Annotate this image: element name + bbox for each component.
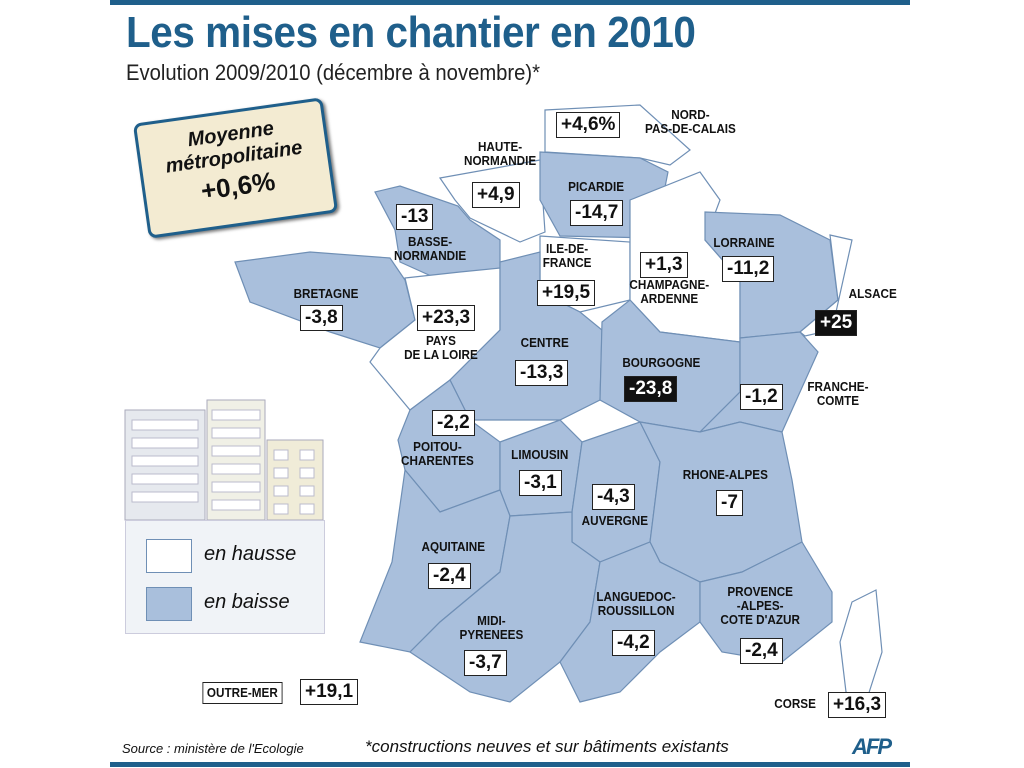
legend-label-up: en hausse xyxy=(204,543,297,565)
region-name-basse-normandie: BASSE- NORMANDIE xyxy=(394,234,467,263)
region-name-pays-de-la-loire: PAYS DE LA LOIRE xyxy=(404,333,478,362)
region-value-limousin: -3,1 xyxy=(519,470,562,496)
window-shape xyxy=(273,449,289,461)
window-shape xyxy=(211,499,261,511)
window-shape xyxy=(273,503,289,515)
window-shape xyxy=(131,455,199,467)
window-shape xyxy=(299,485,315,497)
window-shape xyxy=(273,467,289,479)
region-value-midi-pyrenees: -3,7 xyxy=(464,650,507,676)
region-value-poitou-charentes: -2,2 xyxy=(432,410,475,436)
window-shape xyxy=(299,449,315,461)
region-value-corse: +16,3 xyxy=(828,692,887,718)
region-name-picardie: PICARDIE xyxy=(568,179,625,194)
region-value-lorraine: -11,2 xyxy=(722,256,775,282)
region-value-nord-pas-de-calais: +4,6% xyxy=(556,112,621,138)
region-name-midi-pyrenees: MIDI- PYRENEES xyxy=(459,613,524,642)
region-name-provence-alpes-cote-d-azur: PROVENCE -ALPES- COTE D'AZUR xyxy=(720,584,800,627)
region-alsace xyxy=(799,234,853,337)
legend-swatch-down xyxy=(146,587,192,621)
window-shape xyxy=(299,503,315,515)
region-value-outre-mer: +19,1 xyxy=(300,679,359,705)
region-value-alsace: +25 xyxy=(815,310,858,336)
source: Source : ministère de l'Ecologie xyxy=(122,741,304,756)
region-name-rhone-alpes: RHONE-ALPES xyxy=(682,467,768,482)
window-shape xyxy=(299,467,315,479)
window-shape xyxy=(131,437,199,449)
region-value-franche-comte: -1,2 xyxy=(740,384,783,410)
region-value-centre: -13,3 xyxy=(515,360,569,386)
footnote: *constructions neuves et sur bâtiments e… xyxy=(365,737,729,756)
region-name-limousin: LIMOUSIN xyxy=(511,447,569,462)
top-rule xyxy=(110,0,910,5)
region-name-outre-mer: OUTRE-MER xyxy=(202,682,283,704)
bottom-rule xyxy=(110,762,910,767)
window-shape xyxy=(211,409,261,421)
region-name-corse: CORSE xyxy=(774,696,816,711)
region-value-ile-de-france: +19,5 xyxy=(537,280,596,306)
region-corse xyxy=(839,589,883,703)
region-name-centre: CENTRE xyxy=(520,335,569,350)
region-value-provence-alpes-cote-d-azur: -2,4 xyxy=(740,638,783,664)
region-name-haute-normandie: HAUTE- NORMANDIE xyxy=(464,139,537,168)
region-name-alsace: ALSACE xyxy=(848,286,897,301)
window-shape xyxy=(211,445,261,457)
region-provence-alpes-cote-d-azur xyxy=(699,541,833,663)
region-value-basse-normandie: -13 xyxy=(396,204,434,230)
afp-logo: AFP xyxy=(852,734,892,759)
region-name-auvergne: AUVERGNE xyxy=(581,513,649,528)
region-value-haute-normandie: +4,9 xyxy=(472,182,520,208)
region-name-franche-comte: FRANCHE- COMTE xyxy=(807,379,869,408)
region-value-pays-de-la-loire: +23,3 xyxy=(417,305,476,331)
region-name-aquitaine: AQUITAINE xyxy=(421,539,486,554)
legend-swatch-up xyxy=(146,539,192,573)
window-shape xyxy=(273,485,289,497)
region-name-bourgogne: BOURGOGNE xyxy=(622,355,701,370)
region-value-aquitaine: -2,4 xyxy=(428,563,471,589)
region-value-bourgogne: -23,8 xyxy=(624,376,678,402)
window-shape xyxy=(211,463,261,475)
window-shape xyxy=(131,473,199,485)
region-value-bretagne: -3,8 xyxy=(300,305,343,331)
region-name-languedoc-roussillon: LANGUEDOC- ROUSSILLON xyxy=(596,589,676,618)
region-name-bretagne: BRETAGNE xyxy=(293,286,359,301)
region-value-picardie: -14,7 xyxy=(570,200,624,226)
region-value-champagne-ardenne: +1,3 xyxy=(640,252,688,278)
region-value-languedoc-roussillon: -4,2 xyxy=(612,630,655,656)
region-limousin xyxy=(499,419,583,517)
window-shape xyxy=(211,481,261,493)
legend: en hausse en baisse xyxy=(125,520,325,634)
region-name-champagne-ardenne: CHAMPAGNE- ARDENNE xyxy=(629,277,710,306)
region-value-rhone-alpes: -7 xyxy=(716,490,743,516)
region-name-lorraine: LORRAINE xyxy=(713,235,775,250)
subtitle: Evolution 2009/2010 (décembre à novembre… xyxy=(126,60,541,85)
region-value-auvergne: -4,3 xyxy=(592,484,635,510)
window-shape xyxy=(131,419,199,431)
legend-label-down: en baisse xyxy=(204,591,290,613)
region-name-nord-pas-de-calais: NORD- PAS-DE-CALAIS xyxy=(645,107,736,136)
title: Les mises en chantier en 2010 xyxy=(126,8,696,57)
window-shape xyxy=(211,427,261,439)
region-name-poitou-charentes: POITOU- CHARENTES xyxy=(401,439,474,468)
region-name-ile-de-france: ILE-DE- FRANCE xyxy=(542,241,592,270)
window-shape xyxy=(131,491,199,503)
